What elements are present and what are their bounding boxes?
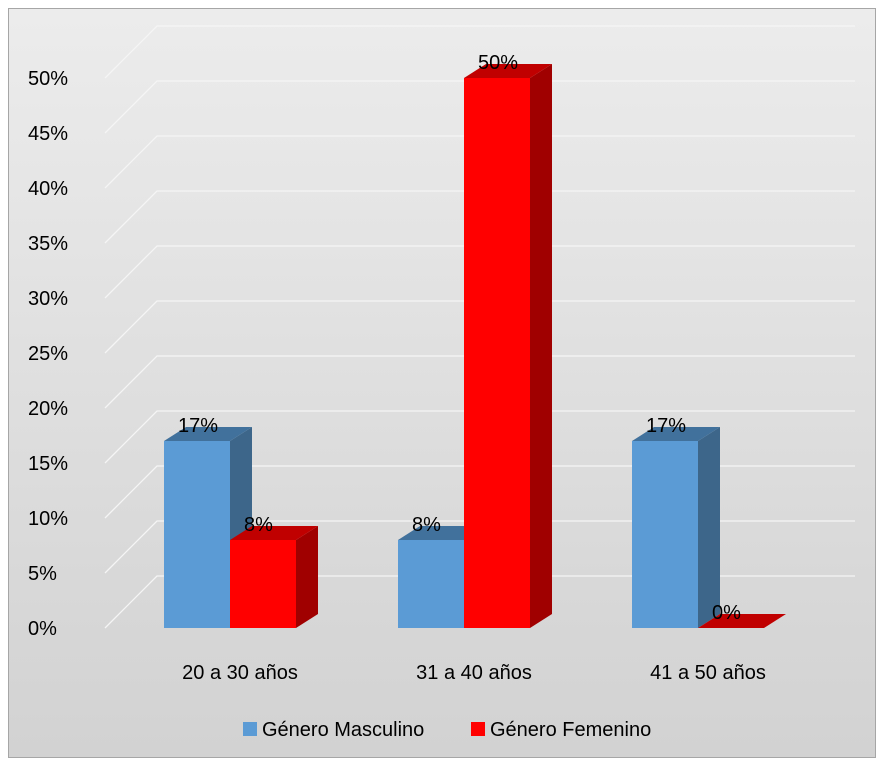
bar-top <box>464 64 552 78</box>
gridline <box>104 410 855 464</box>
gridline <box>104 355 855 409</box>
y-tick-label: 45% <box>28 123 68 145</box>
data-label: 17% <box>646 415 686 437</box>
gridline <box>104 25 855 79</box>
bar <box>698 614 786 628</box>
bars <box>164 64 786 628</box>
data-label: 8% <box>412 514 441 536</box>
data-labels: 17% 8% 8% 50% 17% 0% <box>178 52 741 624</box>
bar-side <box>530 64 552 628</box>
x-axis-categories: 20 a 30 años 31 a 40 años 41 a 50 años <box>182 662 766 684</box>
legend-label-masculino: Género Masculino <box>262 719 424 741</box>
gridline <box>104 575 855 629</box>
y-tick-label: 35% <box>28 233 68 255</box>
legend-label-femenino: Género Femenino <box>490 719 651 741</box>
y-tick-label: 25% <box>28 343 68 365</box>
y-tick-label: 0% <box>28 618 57 640</box>
legend: Género Masculino Género Femenino <box>243 719 651 741</box>
bar-side <box>698 427 720 628</box>
bar-front <box>398 540 464 628</box>
y-axis-ticks: 0% 5% 10% 15% 20% 25% 30% 35% 40% 45% 50… <box>28 68 68 640</box>
y-tick-label: 5% <box>28 563 57 585</box>
bar <box>230 526 318 628</box>
x-category-label: 41 a 50 años <box>650 662 766 684</box>
gridlines <box>104 25 855 629</box>
gridline <box>104 190 855 244</box>
gridline <box>104 245 855 299</box>
bar-top <box>632 427 720 441</box>
bar-front <box>164 441 230 628</box>
bar-side <box>296 526 318 628</box>
legend-swatch-masculino <box>243 722 257 736</box>
data-label: 17% <box>178 415 218 437</box>
bar-top <box>164 427 252 441</box>
gridline <box>104 465 855 519</box>
chart-frame: 0% 5% 10% 15% 20% 25% 30% 35% 40% 45% 50… <box>8 8 876 758</box>
bar <box>632 427 720 628</box>
x-category-label: 31 a 40 años <box>416 662 532 684</box>
x-category-label: 20 a 30 años <box>182 662 298 684</box>
bar-top <box>698 614 786 628</box>
data-label: 50% <box>478 52 518 74</box>
bar <box>464 64 552 628</box>
y-tick-label: 30% <box>28 288 68 310</box>
gridline <box>104 80 855 134</box>
gridline <box>104 300 855 354</box>
bar-chart: 0% 5% 10% 15% 20% 25% 30% 35% 40% 45% 50… <box>28 25 855 741</box>
legend-swatch-femenino <box>471 722 485 736</box>
data-label: 8% <box>244 514 273 536</box>
bar-front <box>632 441 698 628</box>
y-tick-label: 40% <box>28 178 68 200</box>
y-tick-label: 10% <box>28 508 68 530</box>
bar-front <box>464 78 530 628</box>
gridline <box>104 520 855 574</box>
y-tick-label: 15% <box>28 453 68 475</box>
y-tick-label: 20% <box>28 398 68 420</box>
gridline <box>104 135 855 189</box>
bar-front <box>230 540 296 628</box>
data-label: 0% <box>712 602 741 624</box>
y-tick-label: 50% <box>28 68 68 90</box>
bar-top <box>230 526 318 540</box>
